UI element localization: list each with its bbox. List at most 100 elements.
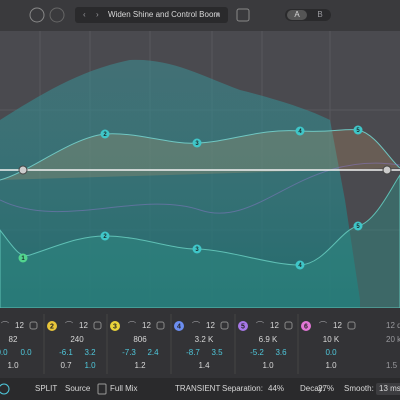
redo[interactable] [49,7,65,23]
eq-node-label: 2 [103,234,107,240]
smooth-label: Smooth: [344,384,374,393]
decay[interactable]: 27% [318,384,334,393]
gain: 2.4 [147,348,159,357]
eq-node[interactable] [100,231,110,241]
gain: 0.0 [0,348,8,357]
eq-node[interactable] [295,260,305,270]
slope: 12 [270,321,279,330]
preset-name: Widen Shine and Control Boom [108,10,220,19]
solo-icon[interactable] [29,321,38,330]
undo[interactable] [29,7,45,23]
high-handle[interactable] [382,165,392,175]
save[interactable] [236,8,250,22]
low-handle[interactable] [18,165,28,175]
eq-node-label: 2 [103,132,107,138]
source[interactable]: Full Mix [110,384,138,393]
band-badge[interactable] [238,321,248,331]
gain: 0.0 [20,348,32,357]
gain: 0.0 [325,348,337,357]
band-number: 3 [113,323,117,330]
freq: 240 [70,335,84,344]
band-curve [0,162,400,214]
shape-icon: ⌒ [256,321,264,330]
ab-b[interactable]: B [317,10,322,19]
decay-label: Decay: [300,384,325,393]
eq-node-label: 5 [356,224,360,230]
freq: 806 [133,335,147,344]
smooth[interactable]: 13 ms [379,384,400,393]
separation-label: Separation: [222,384,263,393]
eq-node-label: 1 [21,256,25,262]
eq-node[interactable] [192,244,202,254]
band-badge[interactable] [301,321,311,331]
q: 1.2 [134,361,146,370]
slope: 12 [206,321,215,330]
shape-icon: ⌒ [65,321,73,330]
ab-active [287,10,307,20]
eq-node[interactable] [192,138,202,148]
eq-node[interactable] [18,253,28,263]
eq-node[interactable] [353,125,363,135]
band-number: 5 [241,323,245,330]
preset-box[interactable] [75,7,228,23]
eq-node-label: 4 [298,129,302,135]
solo-icon[interactable] [93,321,102,330]
shape-icon: ⌒ [319,321,327,330]
eq-node[interactable] [100,129,110,139]
source-label: Source [65,384,91,393]
band-badge[interactable] [47,321,57,331]
mode[interactable]: TRANSIENT [175,384,220,393]
band-strip [0,308,400,378]
gain: -5.2 [250,348,264,357]
gain: -7.3 [122,348,136,357]
solo-icon[interactable] [284,321,293,330]
power[interactable] [0,383,10,395]
eq-node[interactable] [353,221,363,231]
shape-icon: ⌒ [128,321,136,330]
split[interactable]: SPLIT [35,384,57,393]
freq: 10 K [323,335,340,344]
band-number: 2 [50,323,54,330]
source-icon [97,383,107,395]
freq: 82 [9,335,18,344]
q: 1.0 [325,361,337,370]
solo-icon[interactable] [347,321,356,330]
edge-value: 12 d [386,321,400,330]
edge-value: 1.5 [386,361,398,370]
shape-icon: ⌒ [192,321,200,330]
band-badge[interactable] [174,321,184,331]
edge-value: 20 k [386,335,400,344]
dropdown[interactable]: ▾ [216,10,220,19]
freq: 6.9 K [259,335,278,344]
band-badge[interactable] [110,321,120,331]
slope: 12 [15,321,24,330]
slope: 12 [79,321,88,330]
q: 1.0 [262,361,274,370]
eq-node[interactable] [295,126,305,136]
eq-node-label: 3 [195,247,199,253]
freq: 3.2 K [195,335,214,344]
q: 0.7 [60,361,72,370]
q: 1.4 [198,361,210,370]
next[interactable]: › [96,10,99,19]
gain: 3.2 [84,348,96,357]
slope: 12 [333,321,342,330]
separation[interactable]: 44% [268,384,284,393]
solo-icon[interactable] [156,321,165,330]
solo-icon[interactable] [220,321,229,330]
q: 1.0 [7,361,19,370]
eq-node-label: 5 [356,128,360,134]
ab-a[interactable]: A [294,10,300,19]
gain: 3.5 [211,348,223,357]
q: 1.0 [84,361,96,370]
band-number: 6 [304,323,308,330]
gain: -6.1 [59,348,73,357]
eq-node-label: 3 [195,141,199,147]
smooth-box[interactable] [376,383,400,395]
gain: -8.7 [186,348,200,357]
prev[interactable]: ‹ [83,10,86,19]
gain: 3.6 [275,348,287,357]
slope: 12 [142,321,151,330]
lower-curve [0,174,400,309]
eq-node-label: 4 [298,263,302,269]
